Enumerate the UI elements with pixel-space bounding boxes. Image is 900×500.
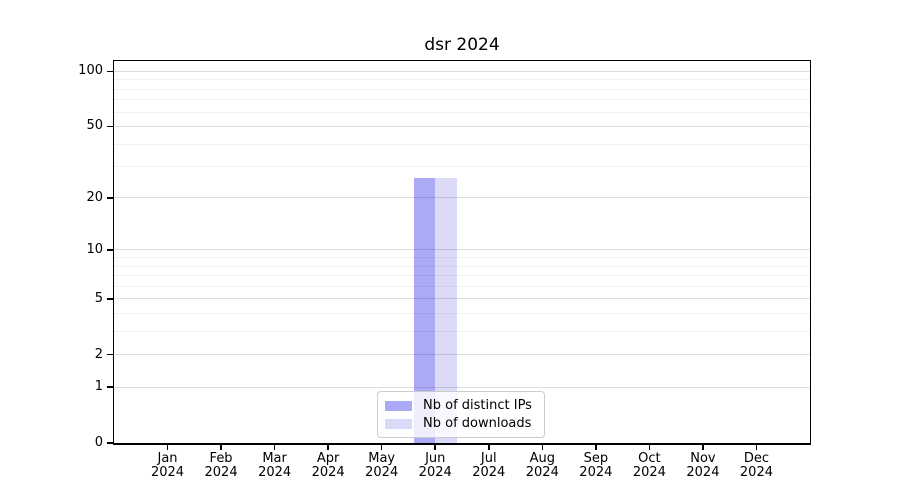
y-tick-label-0: 0 [94, 435, 103, 450]
y-tick-label-1: 1 [94, 379, 103, 395]
y-tick-label-2: 2 [94, 346, 103, 362]
x-tick-label-oct: Oct 2024 [632, 451, 666, 480]
gridline-minor-7 [114, 275, 810, 277]
x-tick-mark-nov [702, 445, 704, 450]
x-tick-mark-mar [273, 445, 276, 450]
gridline-minor-70 [114, 99, 810, 101]
x-tick-mark-dec [755, 445, 758, 450]
y-tick-mark-2 [107, 353, 113, 356]
gridline-minor-90 [114, 79, 810, 81]
gridline-minor-60 [114, 111, 810, 113]
gridline-major-5 [114, 298, 810, 300]
x-tick-mark-jun [434, 445, 436, 450]
legend: Nb of distinct IPs Nb of downloads [377, 391, 545, 438]
x-tick-mark-may [380, 445, 383, 450]
gridline-minor-3 [114, 330, 810, 332]
x-tick-mark-jan [166, 445, 169, 450]
legend-swatch-icon [385, 418, 412, 429]
y-tick-mark-5 [107, 298, 113, 300]
x-tick-mark-oct [648, 445, 651, 450]
gridline-minor-80 [114, 88, 810, 90]
x-tick-label-jul: Jul 2024 [472, 451, 506, 480]
y-tick-mark-100 [107, 70, 113, 73]
x-tick-mark-apr [327, 445, 329, 450]
y-tick-mark-0 [107, 442, 113, 444]
x-tick-label-nov: Nov 2024 [686, 451, 720, 480]
x-tick-mark-aug [541, 445, 544, 450]
bar-downloads-jun [435, 177, 457, 443]
x-tick-mark-sep [595, 445, 597, 450]
y-tick-label-100: 100 [78, 63, 103, 79]
x-tick-label-sep: Sep 2024 [579, 451, 613, 480]
y-tick-label-20: 20 [86, 189, 103, 205]
y-tick-mark-1 [107, 386, 113, 388]
y-tick-label-10: 10 [86, 241, 103, 257]
gridline-major-20 [114, 197, 810, 199]
x-tick-label-apr: Apr 2024 [311, 451, 345, 480]
legend-label: Nb of downloads [423, 416, 532, 431]
legend-swatch-icon [385, 400, 412, 411]
gridline-major-2 [114, 354, 810, 356]
x-tick-label-jun: Jun 2024 [418, 451, 452, 480]
plot-area [113, 60, 811, 445]
gridline-major-10 [114, 249, 810, 251]
y-tick-label-50: 50 [86, 118, 103, 134]
gridline-minor-8 [114, 265, 810, 267]
gridline-major-100 [114, 70, 810, 72]
y-tick-mark-10 [107, 249, 113, 251]
x-tick-label-jan: Jan 2024 [150, 451, 185, 480]
bar-distinct-ips-jun [413, 177, 436, 443]
x-tick-label-mar: Mar 2024 [258, 451, 292, 480]
gridline-major-1 [114, 386, 810, 388]
x-tick-label-dec: Dec 2024 [739, 451, 773, 480]
legend-label: Nb of distinct IPs [423, 398, 532, 413]
gridline-minor-6 [114, 285, 810, 287]
x-tick-mark-jul [488, 445, 490, 450]
y-tick-label-5: 5 [94, 290, 103, 306]
gridline-minor-9 [114, 257, 810, 259]
x-tick-label-feb: Feb 2024 [204, 451, 238, 480]
legend-row-0: Nb of distinct IPs [385, 398, 538, 413]
gridline-minor-30 [114, 166, 810, 168]
x-tick-label-may: May 2024 [365, 451, 399, 480]
x-tick-label-aug: Aug 2024 [525, 451, 559, 480]
gridline-major-50 [114, 125, 810, 127]
y-tick-mark-50 [107, 125, 113, 128]
x-tick-mark-feb [220, 445, 222, 450]
chart-title: dsr 2024 [424, 35, 500, 55]
gridline-minor-40 [114, 143, 810, 145]
y-tick-mark-20 [107, 197, 113, 199]
legend-row-1: Nb of downloads [385, 416, 538, 431]
gridline-minor-4 [114, 312, 810, 314]
